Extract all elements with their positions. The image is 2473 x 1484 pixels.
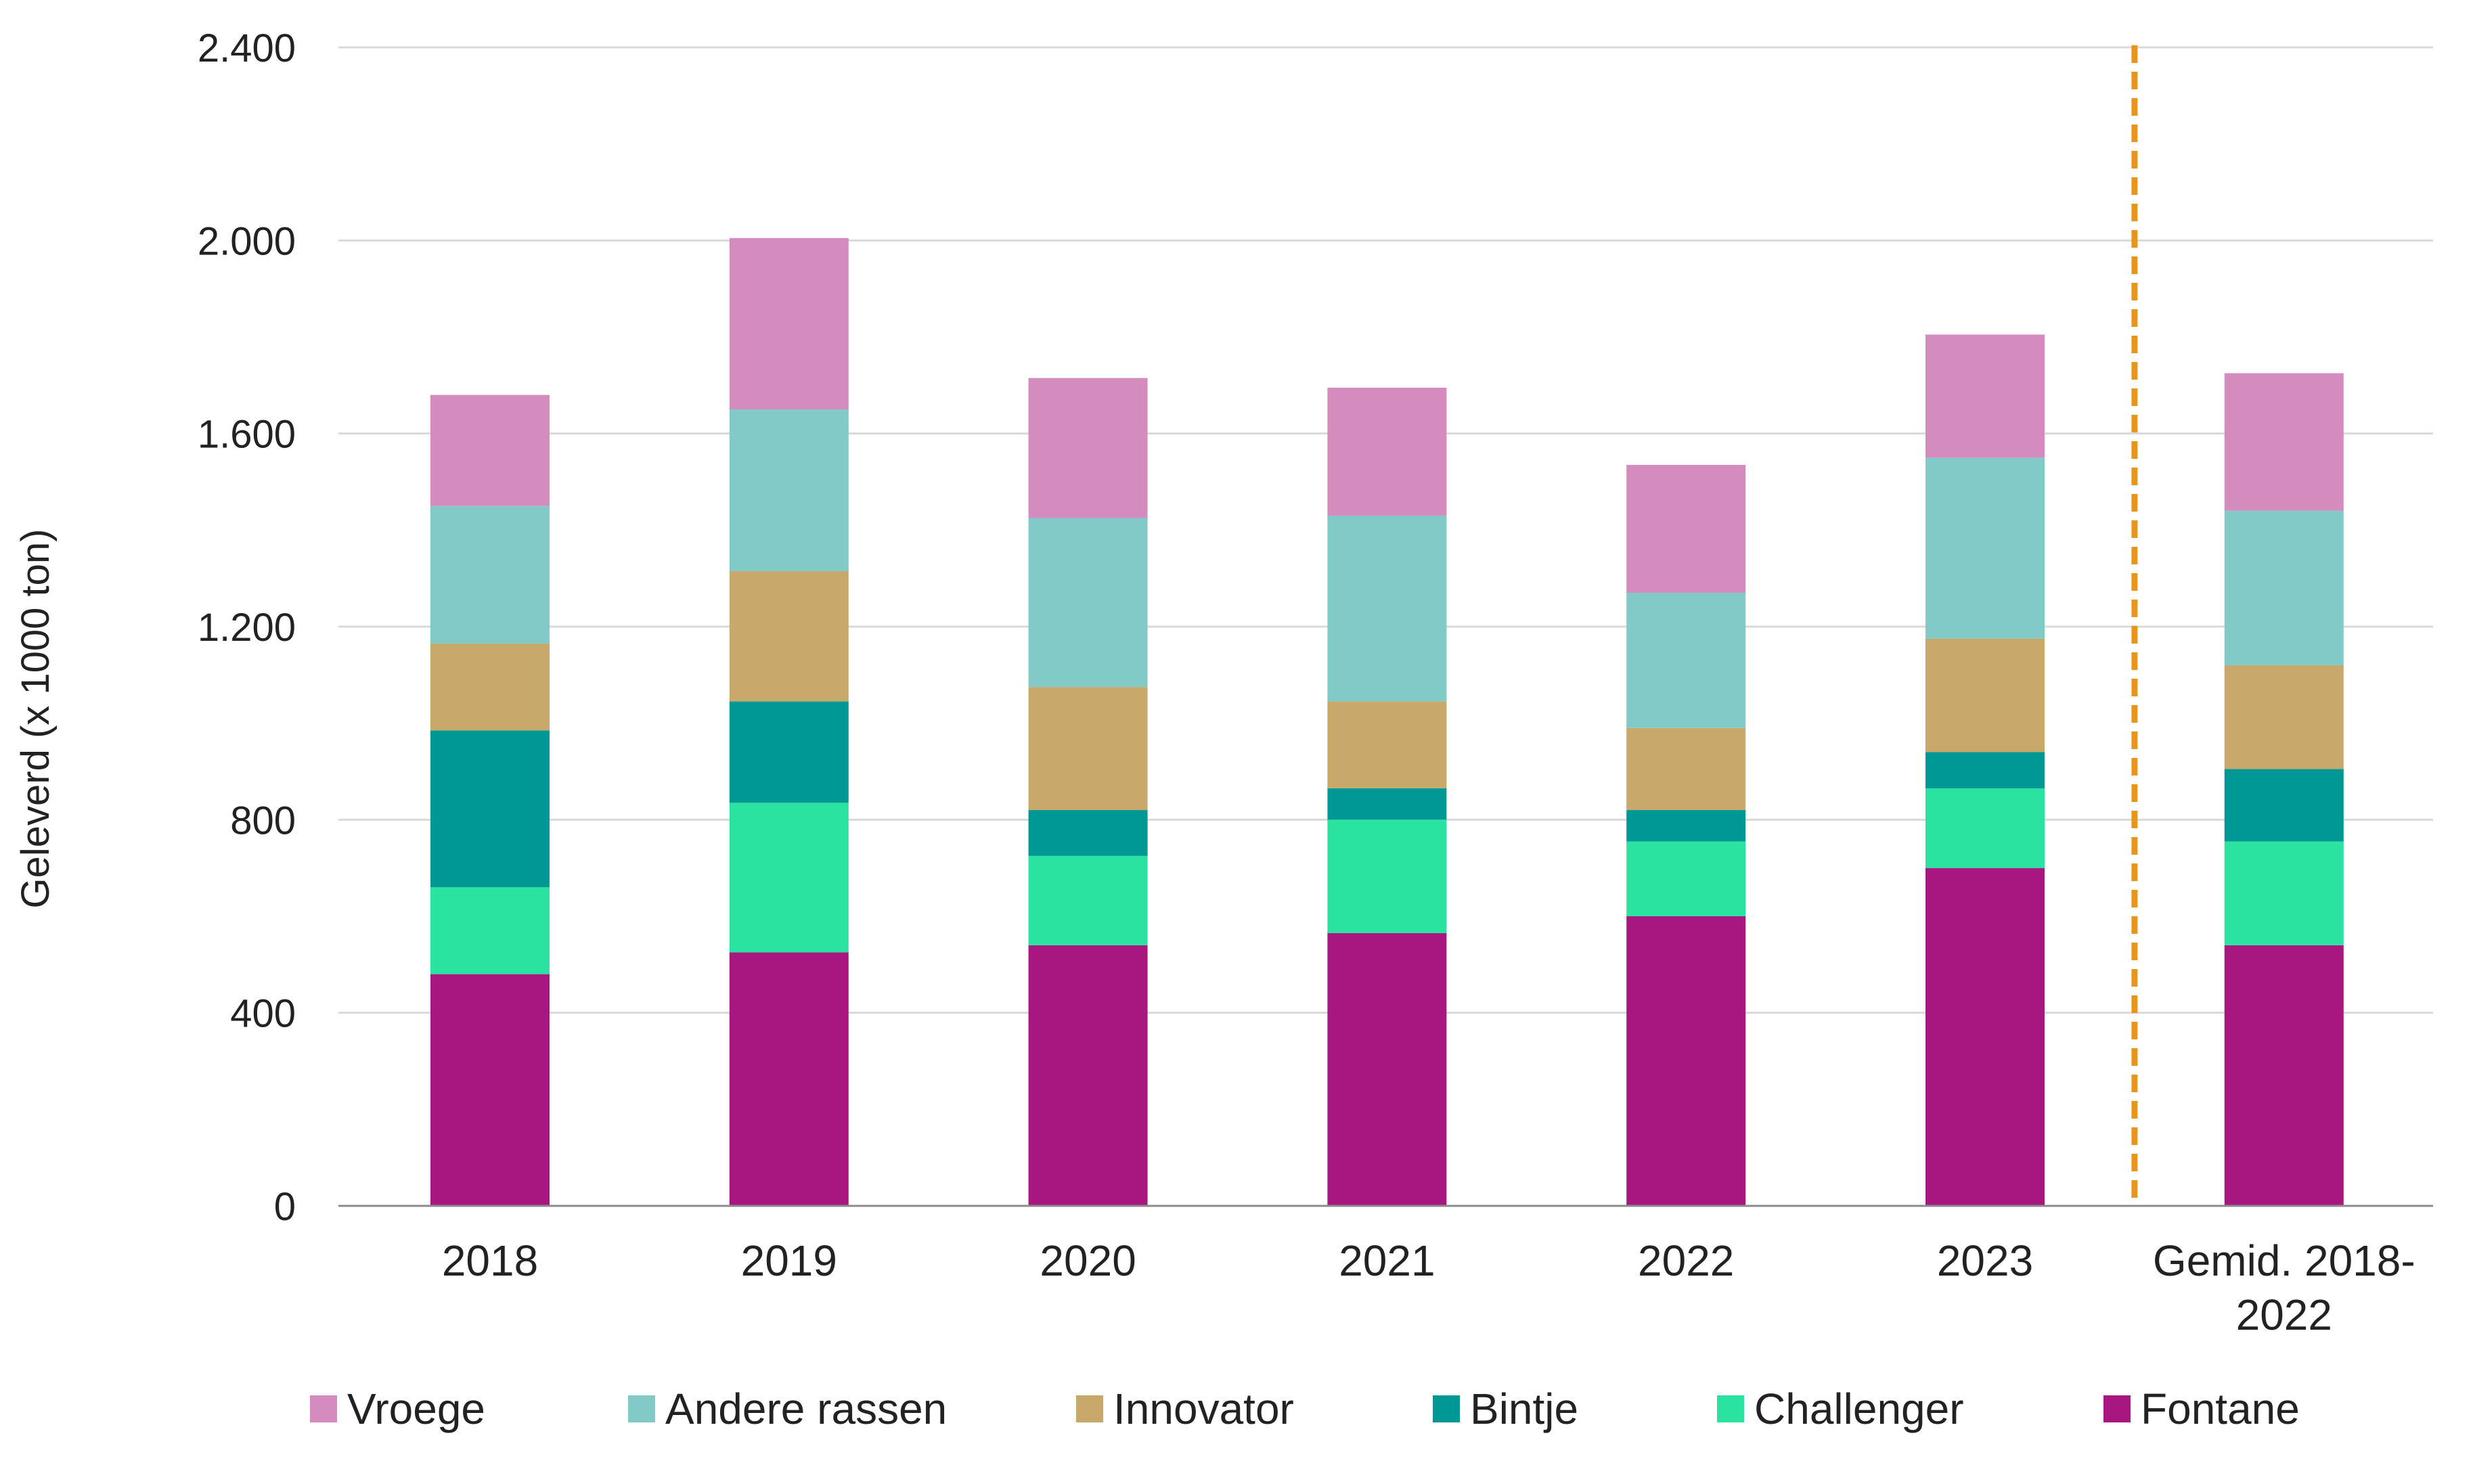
bar-segment-challenger	[1626, 841, 1746, 916]
bar-segment-bintje	[1925, 752, 2045, 788]
y-axis-title: Geleverd (x 1000 ton)	[14, 529, 58, 909]
bar-segment-challenger	[1327, 819, 1447, 933]
y-tick-label: 1.200	[198, 606, 296, 650]
x-tick-label: Gemid. 2018-	[2153, 1236, 2415, 1285]
x-tick-label: 2020	[1040, 1236, 1136, 1285]
bar-segment-vroege	[1925, 334, 2045, 458]
bar-segment-fontane	[2224, 945, 2344, 1206]
legend-swatch	[2103, 1395, 2131, 1422]
bar-segment-andere-rassen	[1327, 515, 1447, 702]
bar-segment-bintje	[2224, 769, 2344, 842]
bar-segment-innovator	[430, 643, 550, 731]
bar-segment-innovator	[1028, 687, 1148, 811]
bar-segment-andere-rassen	[1925, 457, 2045, 639]
x-tick-label: 2018	[442, 1236, 538, 1285]
bar-segment-andere-rassen	[2224, 510, 2344, 666]
y-tick-label: 800	[230, 799, 296, 842]
y-tick-label: 1.600	[198, 413, 296, 457]
bar-segment-vroege	[430, 395, 550, 506]
bar-segment-fontane	[1327, 932, 1447, 1206]
bar-segment-innovator	[1327, 701, 1447, 788]
bar-segment-innovator	[1626, 727, 1746, 811]
legend-swatch	[1717, 1395, 1744, 1422]
x-tick-label: 2019	[741, 1236, 837, 1285]
legend-label: Challenger	[1754, 1385, 1964, 1433]
bar-segment-challenger	[430, 887, 550, 974]
x-tick-labels: 2018 2019 2020 2021 2022 2023 Gemid. 2018- 2022	[442, 1236, 2415, 1339]
y-tick-label: 2.400	[198, 26, 296, 70]
bar-segment-challenger	[1925, 788, 2045, 868]
bar-segment-bintje	[1327, 788, 1447, 820]
bar-segment-fontane	[1028, 945, 1148, 1206]
y-tick-label: 2.000	[198, 219, 296, 263]
bar-segment-bintje	[1028, 810, 1148, 856]
y-tick-label: 0	[274, 1185, 296, 1229]
legend-swatch	[1076, 1395, 1103, 1422]
bar-segment-bintje	[1626, 810, 1746, 842]
bar-segment-andere-rassen	[1028, 518, 1148, 688]
bar-segment-vroege	[729, 238, 849, 409]
legend: Vroege Andere rassen Innovator Bintje Challe…	[310, 1385, 2300, 1433]
bar-segment-bintje	[430, 730, 550, 888]
legend-swatch	[628, 1395, 655, 1422]
x-tick-label: 2022	[2236, 1290, 2332, 1339]
bar-segment-challenger	[1028, 855, 1148, 945]
bars	[430, 238, 2344, 1206]
bar-segment-innovator	[1925, 638, 2045, 752]
bar-segment-vroege	[2224, 373, 2344, 511]
bar-segment-vroege	[1327, 387, 1447, 516]
axes	[338, 45, 2433, 1207]
x-tick-label: 2022	[1638, 1236, 1734, 1285]
bar-segment-fontane	[1925, 868, 2045, 1206]
legend-swatch	[1433, 1395, 1460, 1422]
legend-label: Bintje	[1470, 1385, 1578, 1433]
bar-segment-fontane	[1626, 916, 1746, 1206]
bar-segment-challenger	[729, 803, 849, 953]
bar-segment-andere-rassen	[430, 505, 550, 644]
bar-segment-challenger	[2224, 841, 2344, 945]
bar-segment-andere-rassen	[729, 409, 849, 571]
y-tick-labels: 0 400 800 1.200 1.600 2.000 2.400	[198, 26, 296, 1229]
bar-segment-andere-rassen	[1626, 593, 1746, 728]
bar-segment-fontane	[430, 974, 550, 1206]
legend-label: Innovator	[1113, 1385, 1294, 1433]
y-tick-label: 400	[230, 992, 296, 1036]
bar-segment-innovator	[729, 570, 849, 702]
legend-swatch	[310, 1395, 337, 1422]
bar-segment-vroege	[1028, 378, 1148, 518]
legend-label: Vroege	[347, 1385, 485, 1433]
bar-segment-innovator	[2224, 665, 2344, 769]
bar-segment-vroege	[1626, 465, 1746, 593]
legend-label: Andere rassen	[665, 1385, 947, 1433]
x-tick-label: 2023	[1937, 1236, 2033, 1285]
legend-label: Fontane	[2141, 1385, 2300, 1433]
bar-segment-bintje	[729, 701, 849, 803]
bar-segment-fontane	[729, 952, 849, 1206]
x-tick-label: 2021	[1339, 1236, 1435, 1285]
